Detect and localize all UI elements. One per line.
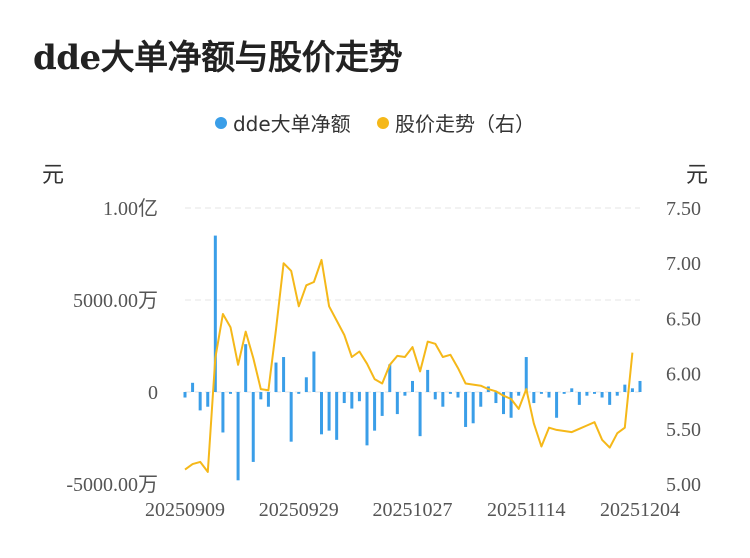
dde-bar (502, 392, 505, 415)
legend-item-price[interactable]: 股价走势（右） (377, 108, 535, 137)
right-tick-label: 5.00 (666, 474, 701, 496)
dde-bar (213, 235, 217, 392)
left-axis-unit: 元 (42, 163, 65, 188)
dde-bar (600, 392, 604, 398)
dde-bar (403, 392, 407, 396)
dde-bar (221, 392, 225, 433)
dde-bar (388, 364, 392, 392)
dde-bar (517, 392, 521, 396)
dde-bar (259, 392, 263, 400)
legend-label-dde: dde大单净额 (232, 112, 351, 136)
dde-bar (547, 392, 551, 398)
dde-bar (312, 351, 316, 392)
dde-bar (297, 392, 301, 394)
dde-bar (418, 392, 422, 437)
dde-bar (266, 392, 270, 407)
left-tick-label: -5000.00万 (66, 474, 158, 496)
right-tick-label: 6.00 (666, 364, 701, 386)
x-tick-label: 20251114 (487, 499, 566, 521)
dde-bar (183, 392, 187, 398)
dde-bar (373, 392, 377, 431)
dde-bar (585, 392, 589, 396)
dde-bar (570, 388, 574, 392)
legend-line-dot-icon (377, 116, 390, 129)
dde-bar (577, 392, 581, 405)
dde-bar (365, 392, 369, 446)
x-tick-label: 20250929 (259, 499, 339, 521)
dde-bar (327, 392, 331, 431)
dde-bar (335, 392, 339, 440)
dde-bar (289, 392, 293, 442)
dde-bar (411, 380, 414, 392)
dde-bar (357, 392, 361, 402)
x-tick-label: 20250909 (145, 499, 225, 521)
left-tick-label: 5000.00万 (73, 290, 158, 312)
left-tick-label: 0 (148, 382, 158, 404)
legend-bar-dot-icon (214, 116, 227, 129)
dde-bar (304, 377, 308, 392)
dde-bar (433, 392, 437, 400)
page-title: dde大单净额与股价走势 (33, 38, 403, 78)
dde-bar (608, 392, 612, 405)
dde-bar (380, 392, 384, 416)
dde-bar (615, 392, 619, 396)
x-tick-label: 20251204 (600, 499, 680, 521)
dde-bar (509, 392, 513, 418)
dde-bar (251, 392, 255, 462)
dde-bar (562, 392, 566, 394)
dde-bar (441, 392, 445, 407)
chart-legend: dde大单净额 股价走势（右） (0, 108, 750, 137)
dde-bar (464, 392, 468, 427)
dde-bar (630, 388, 634, 392)
left-tick-label: 1.00亿 (103, 197, 158, 220)
right-axis-unit: 元 (685, 163, 708, 188)
dde-bar (206, 392, 210, 407)
right-tick-label: 6.50 (666, 308, 701, 330)
dde-bar (244, 344, 248, 392)
dde-bar (236, 392, 240, 481)
legend-item-dde[interactable]: dde大单净额 (214, 108, 351, 137)
dde-bar (342, 392, 346, 404)
dde-bar (532, 392, 536, 404)
right-tick-label: 7.00 (666, 253, 701, 275)
dde-bar (198, 392, 202, 411)
dde-bar (539, 392, 543, 394)
dde-bar (229, 392, 232, 394)
dde-bar (350, 392, 354, 409)
dde-bar (479, 392, 483, 407)
dde-bar (320, 392, 323, 435)
dde-bar (524, 357, 528, 392)
right-tick-label: 7.50 (666, 198, 701, 220)
legend-label-price: 股价走势（右） (395, 112, 536, 136)
dde-bar (471, 392, 475, 424)
price-line (184, 258, 634, 473)
dde-bar (274, 362, 278, 392)
dde-bar (282, 357, 286, 392)
dde-bar (395, 392, 399, 415)
dde-bar (593, 392, 596, 394)
x-tick-label: 20251027 (373, 499, 453, 521)
dde-bar (638, 380, 642, 392)
dde-bar (191, 382, 195, 392)
dde-bar (456, 392, 460, 398)
dde-bar (426, 369, 430, 392)
right-tick-label: 5.50 (666, 419, 701, 441)
dde-bar (448, 392, 452, 394)
dde-bar (555, 392, 559, 418)
dde-bar (494, 392, 498, 404)
dde-bar (623, 384, 627, 392)
